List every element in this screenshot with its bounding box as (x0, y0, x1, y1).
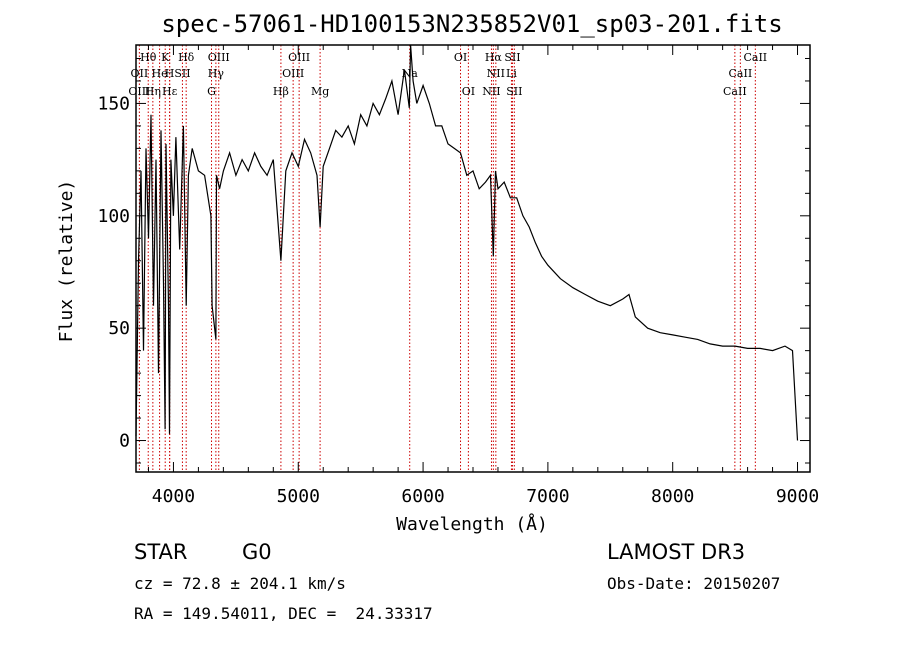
spectral-line-label: SII (504, 51, 520, 64)
spectral-line-label: K (161, 51, 170, 64)
spectral-line-label: OII (131, 67, 149, 80)
spectral-line-label: Hδ (178, 51, 195, 64)
spectral-line-label: CaII (743, 51, 767, 64)
x-tick-label: 9000 (776, 486, 819, 507)
y-tick-label: 100 (97, 206, 130, 227)
redshift-readout: cz = 72.8 ± 204.1 km/s (134, 574, 346, 593)
spectral-line-label: OIII (288, 51, 310, 64)
spectral-line-label: Mg (311, 85, 329, 98)
spectral-subclass: G0 (242, 540, 272, 564)
spectral-line-label: OI (462, 85, 475, 98)
x-tick-label: 4000 (152, 486, 195, 507)
spectral-line-label: G (207, 85, 216, 98)
survey-name: LAMOST DR3 (607, 540, 746, 564)
x-tick-label: 8000 (651, 486, 694, 507)
observation-date: Obs-Date: 20150207 (607, 574, 781, 593)
spectral-line-label: He (152, 67, 168, 80)
spectral-line-label: OI (454, 51, 467, 64)
spectral-line-label: SII (506, 85, 522, 98)
x-axis-label: Wavelength (Å) (396, 513, 548, 535)
spectral-line-label: Hβ (273, 85, 289, 98)
spectral-line-label: CaII (723, 85, 747, 98)
spectral-line-label: H (165, 67, 175, 80)
spectral-line-label: NII (487, 67, 505, 80)
spectral-line-label: CaII (729, 67, 753, 80)
object-type: STAR (134, 540, 188, 564)
axis-tick-labels: 4000 5000 6000 7000 8000 9000 0 50 100 150 (97, 93, 819, 507)
spectrum-series-line (135, 44, 799, 441)
spectral-line-label: OIII (128, 85, 150, 98)
y-tick-label: 150 (97, 93, 130, 114)
y-tick-label: 50 (108, 318, 130, 339)
spectral-line-label: Na (402, 67, 419, 80)
spectral-line-label: NII (482, 85, 500, 98)
spectral-line-label: OIII (208, 51, 230, 64)
spectral-line-label: Li (506, 67, 517, 80)
x-tick-label: 7000 (526, 486, 569, 507)
spectral-line-markers (138, 45, 756, 472)
chart-title: spec-57061-HD100153N235852V01_sp03-201.f… (161, 10, 782, 38)
spectral-line-label: Hε (162, 85, 178, 98)
spectral-line-label: SII (174, 67, 190, 80)
coordinates-readout: RA = 149.54011, DEC = 24.33317 (134, 604, 433, 623)
axis-ticks (136, 45, 810, 472)
spectral-line-label: Hη (145, 85, 161, 98)
spectral-line-label: Hγ (208, 67, 225, 80)
spectral-line-label: Hθ (140, 51, 157, 64)
y-axis-label: Flux (relative) (56, 180, 77, 343)
x-tick-label: 6000 (401, 486, 444, 507)
y-tick-label: 0 (119, 431, 130, 452)
spectral-line-label: Hα (485, 51, 503, 64)
x-tick-label: 5000 (277, 486, 320, 507)
spectral-line-label: OIII (282, 67, 304, 80)
plot-frame (135, 44, 811, 473)
